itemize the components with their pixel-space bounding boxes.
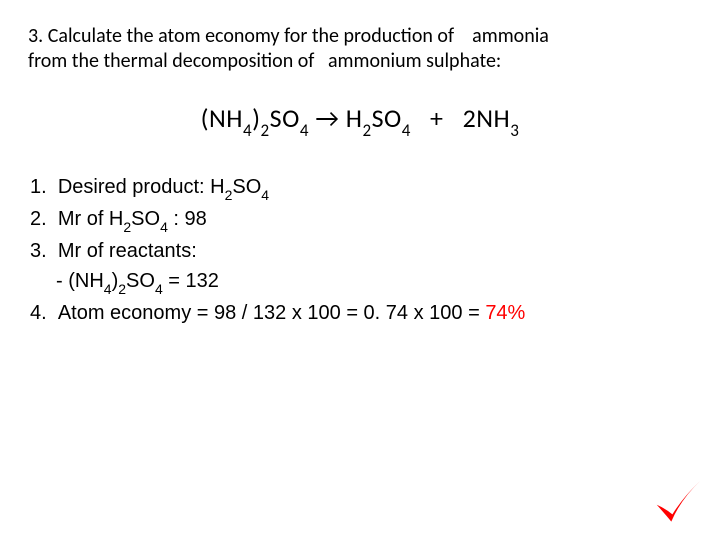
formula-sub: 4 xyxy=(155,281,163,297)
chemical-equation: (NH4)2SO4 → H2SO4 + 2NH3 xyxy=(28,102,692,138)
formula-sub: 2 xyxy=(225,187,233,203)
eq-p2: 2NH xyxy=(463,102,511,134)
atom-economy-result: 74% xyxy=(485,302,525,324)
step-number: 4. xyxy=(30,302,47,324)
step-2: 2. Mr of H2SO4 : 98 xyxy=(30,204,692,236)
checkmark-icon xyxy=(650,474,706,530)
formula-sub: 2 xyxy=(123,219,131,235)
formula-sub: 2 xyxy=(118,281,126,297)
formula-sub: 4 xyxy=(160,219,168,235)
step-number: 2. xyxy=(30,208,47,230)
step-text: - (NH xyxy=(56,270,104,292)
eq-plus: + xyxy=(411,102,463,134)
step-number: 1. xyxy=(30,176,47,198)
eq-sub: 2 xyxy=(362,120,371,141)
eq-sub: 3 xyxy=(510,120,519,141)
step-text: Desired product: H xyxy=(58,176,225,198)
eq-sub: 2 xyxy=(261,120,270,141)
step-text: Atom economy = 98 / 132 x 100 = 0. 74 x … xyxy=(58,302,486,324)
eq-sub: 4 xyxy=(243,120,252,141)
eq-p1-h: H xyxy=(346,102,363,134)
eq-sub: 4 xyxy=(402,120,411,141)
eq-arrow: → xyxy=(309,102,346,134)
question-text: 3. Calculate the atom economy for the pr… xyxy=(28,24,692,74)
formula-sub: 4 xyxy=(104,281,112,297)
step-text: Mr of H xyxy=(58,208,124,230)
eq-lhs-close: ) xyxy=(252,102,260,134)
step-4: 4. Atom economy = 98 / 132 x 100 = 0. 74… xyxy=(30,298,692,328)
question-line2: from the thermal decomposition of ammoni… xyxy=(28,49,501,73)
slide-container: 3. Calculate the atom economy for the pr… xyxy=(0,0,720,352)
step-1: 1. Desired product: H2SO4 xyxy=(30,172,692,204)
eq-lhs-open: (NH xyxy=(201,102,243,134)
step-text: : 98 xyxy=(168,208,207,230)
step-number: 3. xyxy=(30,240,47,262)
step-text: SO xyxy=(131,208,160,230)
step-text: = 132 xyxy=(163,270,219,292)
step-text: SO xyxy=(126,270,155,292)
step-text: SO xyxy=(232,176,261,198)
eq-sub: 4 xyxy=(300,120,309,141)
step-3b: - (NH4)2SO4 = 132 xyxy=(30,266,692,298)
eq-lhs-so: SO xyxy=(270,102,300,134)
answer-steps: 1. Desired product: H2SO4 2. Mr of H2SO4… xyxy=(28,172,692,328)
formula-sub: 4 xyxy=(261,187,269,203)
step-text: Mr of reactants: xyxy=(58,240,197,262)
question-line1: 3. Calculate the atom economy for the pr… xyxy=(28,24,549,48)
step-3: 3. Mr of reactants: xyxy=(30,236,692,266)
eq-p1-so: SO xyxy=(372,102,402,134)
